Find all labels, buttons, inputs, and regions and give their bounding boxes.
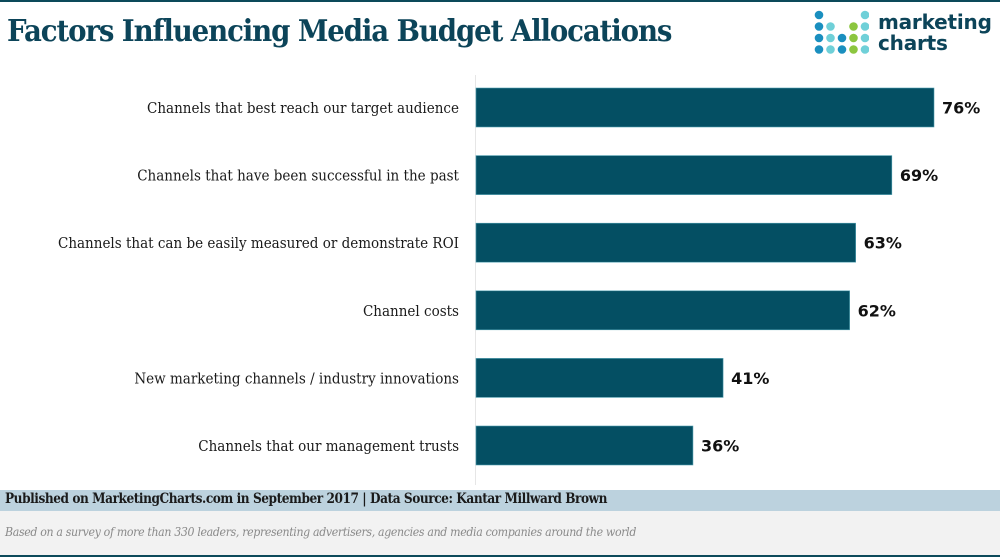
logo-dot [814,22,824,31]
bar [475,358,724,398]
logo-dot [849,33,858,43]
logo-dot [860,33,869,43]
logo-dot [860,22,869,31]
logo-dot [826,45,835,54]
bar-chart-svg: Channels that best reach our target audi… [58,75,980,485]
logo-dot [814,10,824,20]
logo-dot [860,10,869,20]
footer-note-text: Based on a survey of more than 330 leade… [5,524,637,539]
logo-wordmark: marketing charts [878,12,992,54]
category-label: Channels that best reach our target audi… [147,99,459,117]
data-label: 36% [701,437,739,456]
chart-title: Factors Influencing Media Budget Allocat… [7,14,672,49]
bar [475,155,893,195]
logo-dot [814,33,824,43]
logo-dot [826,22,835,31]
data-label: 76% [942,99,980,118]
bar [475,425,694,466]
logo-dot [837,45,847,54]
logo-dot [849,22,858,31]
marketingcharts-logo[interactable]: marketing charts [814,10,994,60]
category-label: Channels that can be easily measured or … [58,234,459,252]
top-rule [0,0,1000,2]
data-label: 62% [858,301,896,320]
logo-dot [849,45,858,54]
category-label: Channel costs [363,302,459,320]
data-label: 63% [864,234,902,253]
bar-chart: Channels that best reach our target audi… [0,75,1000,485]
data-label: 69% [900,166,938,185]
footer-note-area: Based on a survey of more than 330 leade… [0,511,1000,555]
footer-source-band: Published on MarketingCharts.com in Sept… [0,490,1000,511]
logo-dot [837,33,847,43]
category-label: Channels that have been successful in th… [137,167,459,185]
logo-line-1: marketing [878,10,992,34]
category-label: New marketing channels / industry innova… [134,369,459,387]
logo-dot [826,33,835,43]
bar [475,290,850,331]
bar [475,87,935,128]
category-label: Channels that our management trusts [198,437,459,455]
dot-grid-logo-icon [814,10,869,54]
footer-published-text: Published on MarketingCharts.com in Sept… [5,491,608,507]
logo-dot [860,45,869,54]
bottom-rule [0,555,1000,557]
bar [475,222,856,263]
data-label: 41% [731,369,769,388]
logo-line-2: charts [878,31,948,55]
logo-dot [814,45,824,54]
